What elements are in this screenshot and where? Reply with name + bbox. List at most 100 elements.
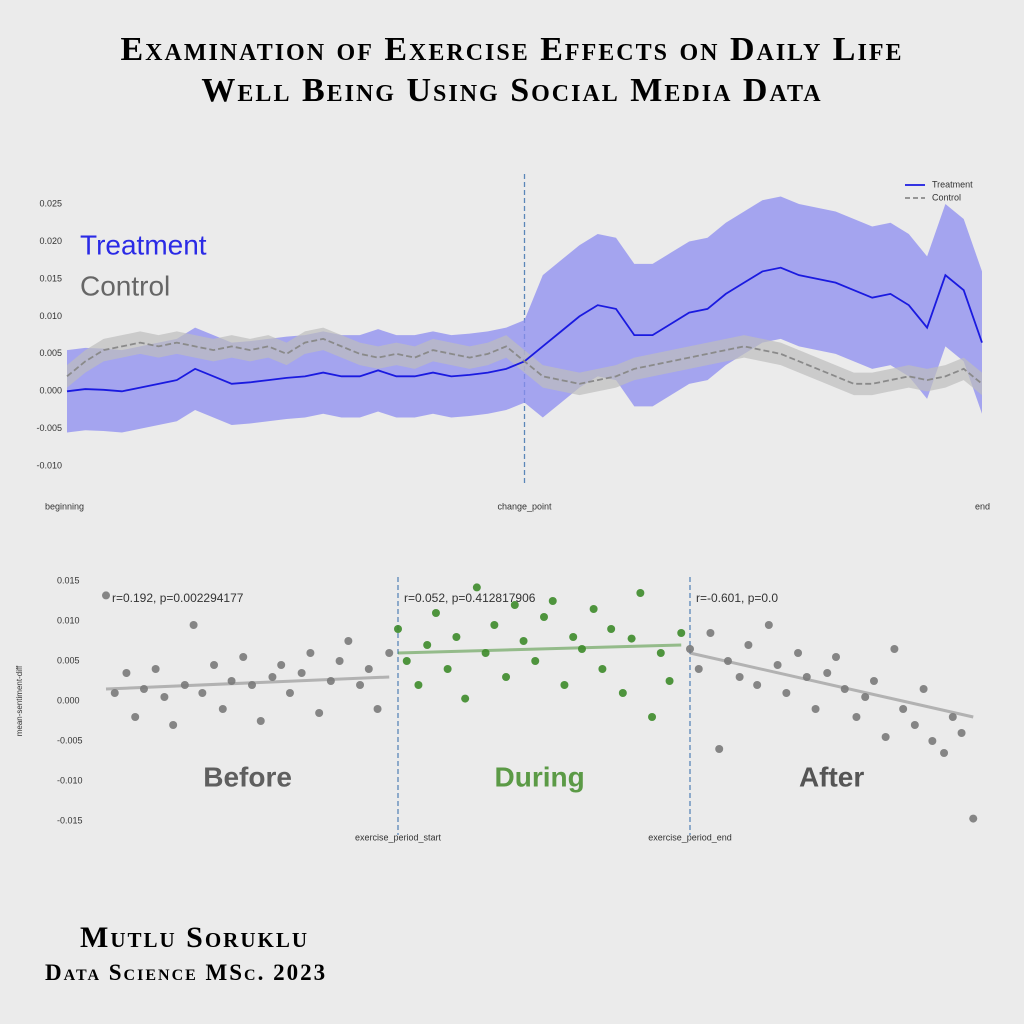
scatter-point (832, 653, 840, 661)
program: Data Science MSc. 2023 (45, 960, 327, 985)
y-tick-label: -0.010 (36, 461, 62, 471)
scatter-point (928, 737, 937, 745)
scatter-point (519, 637, 528, 645)
scatter-point (239, 653, 248, 661)
scatter-point (869, 677, 878, 685)
scatter-point (540, 613, 548, 621)
scatter-point (151, 665, 160, 673)
scatter-point (169, 721, 178, 729)
scatter-point (677, 629, 686, 637)
x-tick-label: beginning (45, 501, 84, 511)
scatter-point (656, 649, 665, 657)
scatter-point (452, 633, 461, 641)
scatter-point (131, 713, 140, 721)
group-label: After (799, 761, 864, 792)
scatter-point (344, 637, 353, 645)
scatter-point (461, 694, 470, 703)
scatter-point (268, 673, 277, 681)
scatter-point (218, 705, 227, 713)
scatter-point (881, 733, 890, 741)
scatter-point (315, 709, 324, 717)
scatter-point (948, 713, 957, 721)
annotation: r=0.052, p=0.412817906 (404, 591, 536, 605)
scatter-point (773, 661, 782, 669)
scatter-point (306, 649, 315, 657)
y-axis-label: mean-sentiment-diff (15, 665, 24, 736)
y-tick-label: 0.025 (39, 198, 62, 208)
scatter-point (910, 721, 919, 729)
scatter-point (735, 673, 744, 681)
y-tick-label: -0.005 (57, 735, 83, 745)
scatter-point (969, 814, 978, 823)
scatter-point (852, 713, 861, 721)
scatter-point (531, 657, 540, 665)
y-tick-label: -0.005 (36, 423, 62, 433)
scatter-point (356, 681, 365, 689)
title-line: Well Being Using Social Media Data (201, 72, 822, 109)
y-tick-label: 0.010 (39, 311, 62, 321)
scatter-point (940, 749, 949, 757)
y-tick-label: -0.010 (57, 775, 83, 785)
scatter-point (256, 717, 265, 725)
scatter-point (694, 665, 703, 673)
scatter-point (823, 669, 832, 677)
series-line (66, 337, 983, 385)
scatter-point (510, 601, 519, 609)
scatter-point (431, 609, 440, 617)
scatter-point (686, 645, 694, 653)
x-tick-label: exercise_period_start (355, 832, 442, 842)
scatter-point (715, 745, 724, 753)
scatter-point (373, 705, 382, 713)
scatter-point (861, 693, 870, 701)
scatter-point (706, 629, 715, 637)
trend-line (397, 643, 682, 655)
author: Mutlu Soruklu (80, 921, 309, 954)
scatter-point (811, 705, 820, 713)
y-tick-label: 0.015 (39, 273, 62, 283)
scatter-point (899, 705, 908, 713)
scatter-point (890, 645, 899, 653)
x-tick-label: change_point (497, 501, 552, 511)
scatter-point (102, 591, 110, 600)
scatter-point (414, 681, 423, 689)
trend-line (105, 675, 390, 691)
scatter-point (744, 641, 753, 649)
scatter-point (160, 693, 169, 701)
scatter-point (665, 677, 674, 685)
legend-label: Treatment (932, 179, 973, 189)
scatter-point (423, 641, 432, 649)
scatter-point (560, 681, 569, 689)
x-tick-label: end (975, 501, 990, 511)
scatter-point (385, 649, 394, 657)
scatter-point (502, 673, 511, 681)
y-tick-label: 0.020 (39, 236, 62, 246)
x-tick-label: exercise_period_end (648, 832, 732, 842)
scatter-point (607, 625, 616, 633)
scatter-point (753, 681, 762, 689)
annotation: r=0.192, p=0.002294177 (112, 591, 244, 605)
scatter-point (443, 665, 452, 673)
scatter-point (402, 657, 411, 665)
scatter-point (122, 669, 131, 677)
scatter-point (472, 583, 481, 592)
scatter-point (569, 633, 578, 641)
y-tick-label: 0.005 (39, 348, 62, 358)
title-line: Examination of Exercise Effects on Daily… (120, 31, 903, 68)
series-label: Treatment (80, 229, 207, 260)
group-label: During (495, 761, 585, 792)
scatter-point (110, 689, 119, 697)
scatter-point (764, 621, 773, 629)
scatter-point (598, 665, 607, 673)
scatter-point (548, 597, 557, 605)
series-label: Control (80, 270, 170, 301)
scatter-point (364, 665, 373, 673)
y-tick-label: 0.005 (57, 655, 80, 665)
confidence-band (67, 196, 982, 433)
scatter-point (589, 605, 598, 613)
scatter-point (782, 689, 791, 697)
scatter-point (490, 621, 499, 629)
y-tick-label: 0.015 (57, 575, 80, 585)
scatter-point (335, 657, 344, 665)
y-tick-label: 0.010 (57, 615, 80, 625)
